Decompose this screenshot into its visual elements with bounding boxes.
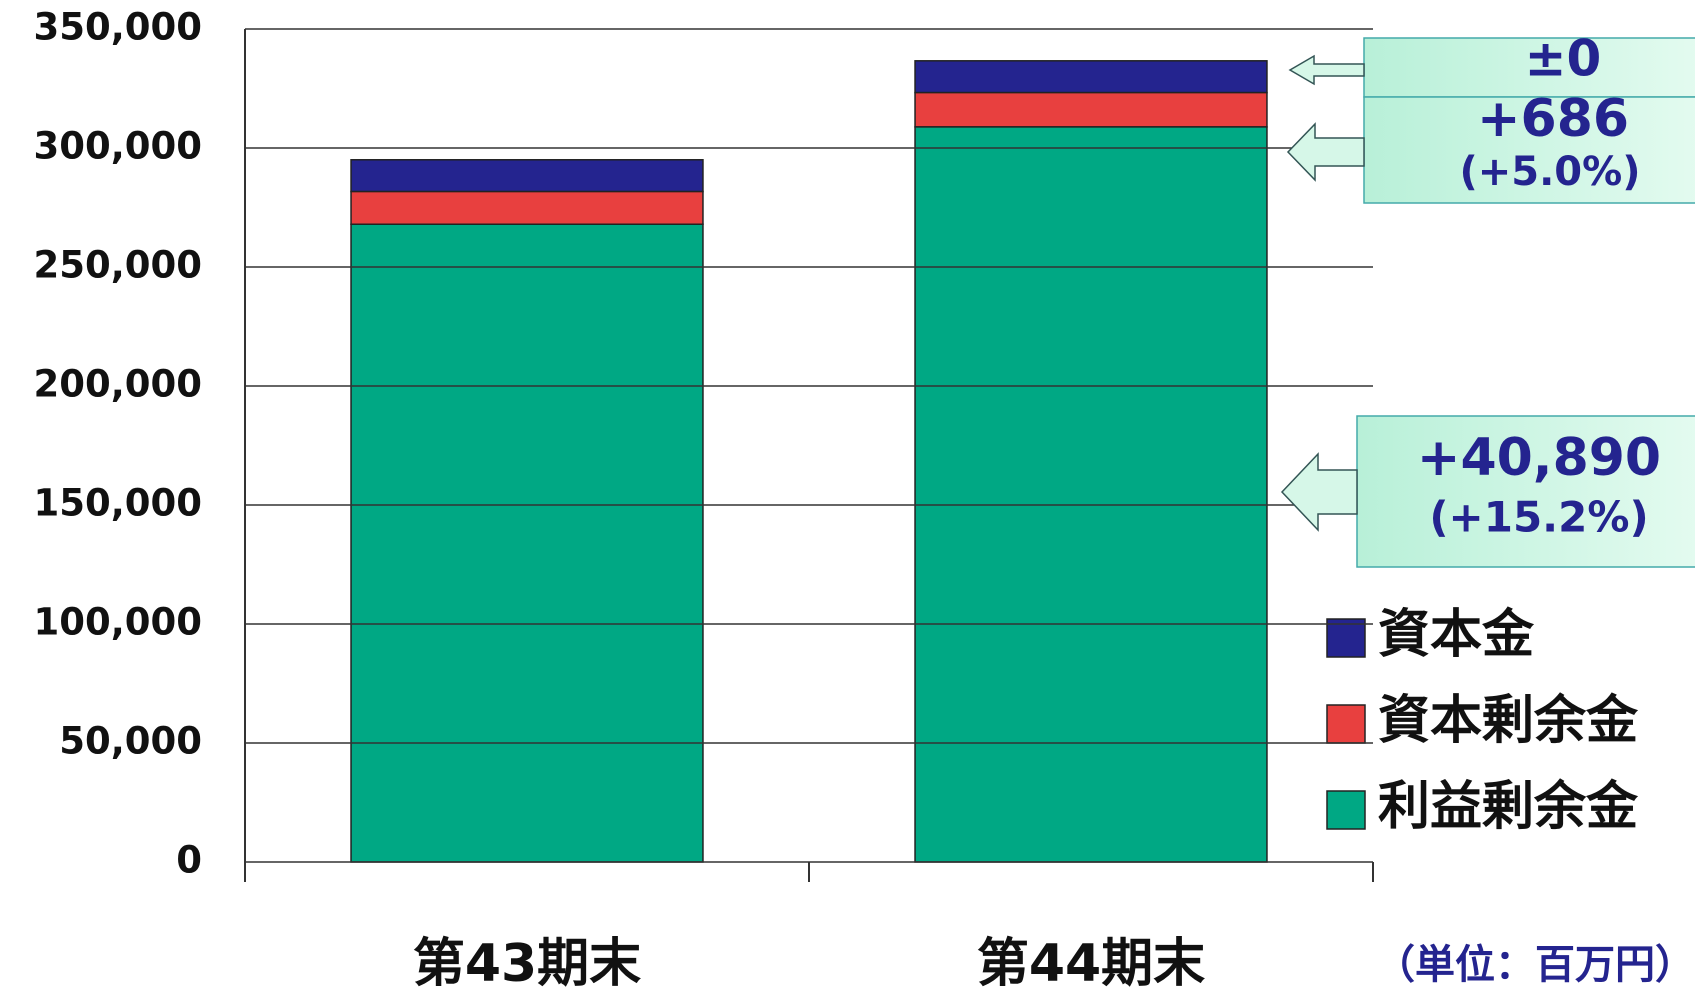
annotation: +40,890 [1417, 428, 1661, 488]
annotation: ±0 [1525, 30, 1602, 88]
annotation: (+15.2%) [1429, 493, 1648, 542]
y-tick-label: 100,000 [33, 601, 202, 644]
bar-segment [914, 91, 1268, 128]
bar-segment [350, 223, 704, 863]
x-tick-label: 第44期末 [977, 934, 1205, 991]
arrow [1286, 122, 1365, 182]
annotation-box [1363, 96, 1695, 204]
legend-swatch [1326, 790, 1366, 830]
legend-swatch [1326, 618, 1366, 658]
legend-swatch [1326, 704, 1366, 744]
annotation: +686 [1477, 89, 1629, 149]
legend-label: 資本剰余金 [1378, 691, 1639, 751]
y-tick-label: 0 [176, 839, 202, 882]
y-tick-label: 250,000 [33, 244, 202, 287]
legend-label: 利益剰余金 [1378, 777, 1639, 837]
unit-label: （単位：百万円） [1375, 942, 1695, 988]
y-tick-label: 300,000 [33, 125, 202, 168]
annotation-box [1356, 415, 1695, 568]
annotation: (+5.0%) [1459, 149, 1640, 195]
y-tick-label: 200,000 [33, 363, 202, 406]
bar-segment [914, 126, 1268, 863]
arrow [1288, 54, 1365, 86]
annotation-boxes [1280, 37, 1695, 568]
x-tick-label: 第43期末 [413, 934, 641, 991]
legend-label: 資本金 [1378, 605, 1535, 665]
y-tick-label: 150,000 [33, 482, 202, 525]
y-tick-label: 50,000 [59, 720, 202, 763]
bar-segment [350, 190, 704, 225]
y-tick-label: 350,000 [33, 6, 202, 49]
arrow [1280, 452, 1358, 532]
bar-segment [914, 60, 1268, 94]
